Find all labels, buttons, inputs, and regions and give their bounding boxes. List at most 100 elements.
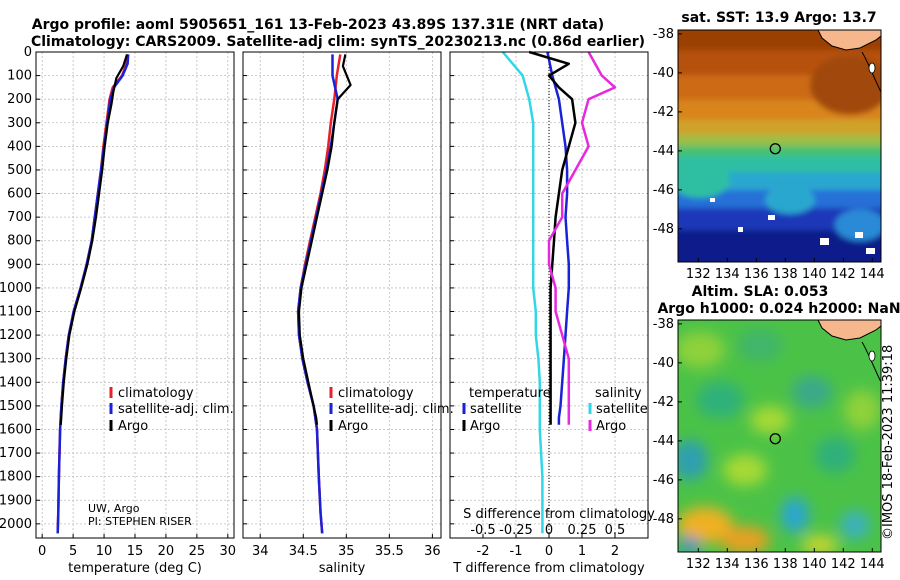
x-tick-label: 2 xyxy=(611,544,619,559)
axes-frame xyxy=(242,51,442,539)
sst-map-title: sat. SST: 13.9 Argo: 13.7 xyxy=(681,10,876,26)
sst-map-frame xyxy=(677,29,882,263)
x2-tick-label: -0.25 xyxy=(499,523,533,538)
map-x-tick-label: 142 xyxy=(831,267,856,282)
legend-label-climatology: climatology xyxy=(338,386,414,401)
map-y-tick-label: -44 xyxy=(653,144,674,159)
x-tick-label: 0 xyxy=(38,544,46,559)
sla-map-field xyxy=(678,320,881,552)
sla-map-frame xyxy=(677,319,882,553)
map-y-tick-label: -42 xyxy=(653,395,674,410)
map-x-tick-label: 134 xyxy=(715,557,740,572)
y-tick-label: 1900 xyxy=(0,493,32,508)
y-tick-label: 1400 xyxy=(0,375,32,390)
sla-map-title: Altim. SLA: 0.053 xyxy=(692,284,829,300)
difference-legend-salinity: salinity satellite Argo xyxy=(588,386,648,434)
map-x-tick-label: 144 xyxy=(860,557,885,572)
map-x-tick-label: 136 xyxy=(744,267,769,282)
map-x-tick-label: 140 xyxy=(802,557,827,572)
map-y-tick-label: -46 xyxy=(653,473,674,488)
map-y-tick-label: -40 xyxy=(653,356,674,371)
difference-legend-temperature: temperature satellite Argo xyxy=(462,386,551,434)
y-tick-label: 1700 xyxy=(0,446,32,461)
map-y-tick-label: -38 xyxy=(653,317,674,332)
legend-heading-temperature: temperature xyxy=(469,386,551,401)
y-tick-label: 300 xyxy=(7,116,32,131)
y-tick-label: 500 xyxy=(7,163,32,178)
map-x-tick-label: 144 xyxy=(860,267,885,282)
x-tick-label: 10 xyxy=(96,544,113,559)
y-tick-label: 1300 xyxy=(0,352,32,367)
sla-map: 132 134 136 138 140 142 144 -38 -40 -42 -44 -46 -48 xyxy=(653,317,885,572)
x-tick-label: 15 xyxy=(127,544,144,559)
series-line-satellite-adj-clim- xyxy=(296,54,339,534)
map-y-tick-label: -40 xyxy=(653,66,674,81)
x2-tick-label: 0.25 xyxy=(568,523,597,538)
temperature-panel: 0 5 10 15 20 25 300100200300400500600700800900… xyxy=(0,45,236,576)
legend-label-satellite: satellite-adj. clim. xyxy=(118,402,234,417)
legend-label-climatology: climatology xyxy=(118,386,194,401)
x-tick-label: 20 xyxy=(158,544,175,559)
sst-argo-position-marker xyxy=(769,143,781,155)
x-tick-label: 34 xyxy=(252,544,269,559)
series-line-t-satellite xyxy=(546,51,571,425)
map-x-tick-label: 132 xyxy=(686,557,711,572)
x-tick-label: -2 xyxy=(477,544,490,559)
salinity-panel: 34 34.5 35 35.5 36 salinity xyxy=(242,51,442,576)
credit-line-2: PI: STEPHEN RISER xyxy=(88,515,192,528)
map-y-tick-label: -48 xyxy=(653,512,674,527)
x2-tick-label: 0.5 xyxy=(605,523,626,538)
legend-label-t-satellite: satellite xyxy=(470,402,522,417)
map-x-tick-label: 140 xyxy=(802,267,827,282)
map-x-tick-label: 142 xyxy=(831,557,856,572)
y-tick-label: 900 xyxy=(7,257,32,272)
x2-tick-label: 0 xyxy=(545,523,553,538)
series-line-argo xyxy=(297,54,352,425)
y-tick-label: 400 xyxy=(7,139,32,154)
series-line-s-satellite xyxy=(501,51,544,534)
y-tick-label: 0 xyxy=(24,45,32,60)
sst-map-ticks: 132 134 136 138 140 142 144 -38 -40 -42 -44 -46 -48 xyxy=(653,27,885,282)
x-tick-label: 1 xyxy=(578,544,586,559)
sla-map-ticks: 132 134 136 138 140 142 144 -38 -40 -42 -44 -46 -48 xyxy=(653,317,885,572)
y-tick-label: 2000 xyxy=(0,517,32,532)
legend-label-t-argo: Argo xyxy=(470,419,500,434)
x-tick-label: -1 xyxy=(510,544,523,559)
y-tick-label: 800 xyxy=(7,234,32,249)
map-y-tick-label: -44 xyxy=(653,434,674,449)
x-tick-label: 34.5 xyxy=(289,544,318,559)
sla-argo-position-marker xyxy=(769,433,781,445)
y-tick-label: 1100 xyxy=(0,305,32,320)
x-axis-label: temperature (deg C) xyxy=(68,561,202,576)
map-y-tick-label: -42 xyxy=(653,105,674,120)
title-line-1: Argo profile: aoml 5905651_161 13-Feb-20… xyxy=(32,17,604,33)
x-tick-label: 25 xyxy=(189,544,206,559)
y-tick-label: 200 xyxy=(7,92,32,107)
sst-map-field xyxy=(678,30,881,262)
y-tick-label: 1600 xyxy=(0,422,32,437)
y-tick-label: 1000 xyxy=(0,281,32,296)
series-line-argo xyxy=(59,54,129,425)
map-y-tick-label: -38 xyxy=(653,27,674,42)
x-tick-label: 35 xyxy=(338,544,355,559)
map-y-tick-label: -46 xyxy=(653,183,674,198)
series-line-s-argo xyxy=(547,51,617,425)
map-x-tick-label: 132 xyxy=(686,267,711,282)
y-tick-label: 1500 xyxy=(0,399,32,414)
legend-label-argo: Argo xyxy=(338,419,368,434)
copyright-text: ©IMOS 18-Feb-2023 11:39:18 xyxy=(881,345,896,540)
y-tick-label: 100 xyxy=(7,69,32,84)
difference-panel: -2 -1 0 1 2 -0.5 -0.25 0 0.25 0.5S difference fro… xyxy=(449,50,655,576)
legend-label-s-satellite: satellite xyxy=(596,402,648,417)
temperature-legend: climatology satellite-adj. clim. Argo xyxy=(109,386,234,434)
y-tick-label: 600 xyxy=(7,187,32,202)
x-axis-label: T difference from climatology xyxy=(452,561,645,576)
x-tick-label: 35.5 xyxy=(375,544,404,559)
map-x-tick-label: 136 xyxy=(744,557,769,572)
legend-heading-salinity: salinity xyxy=(595,386,642,401)
map-x-tick-label: 138 xyxy=(773,267,798,282)
map-y-tick-label: -48 xyxy=(653,222,674,237)
series-line-satellite-adj-clim- xyxy=(56,54,130,534)
map-x-tick-label: 134 xyxy=(715,267,740,282)
credit-line-1: UW, Argo xyxy=(88,502,140,515)
